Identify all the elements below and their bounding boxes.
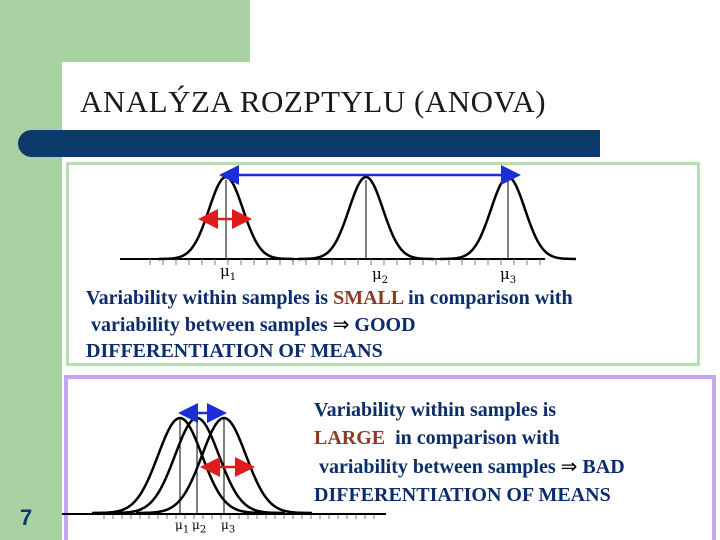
- title-underline-bar: [18, 130, 600, 157]
- panel-large-variability: [64, 375, 716, 540]
- panel-small-variability: [66, 162, 700, 366]
- mu-label-2: μ2: [372, 265, 389, 286]
- panel1-line2: variability between samples ⇒ GOOD: [86, 312, 416, 336]
- panel2-line3: variability between samples ⇒ BAD: [314, 454, 625, 478]
- page-number: 7: [20, 505, 33, 530]
- panel1-description: Variability within samples is SMALL in c…: [86, 285, 696, 364]
- mu-label-3: μ3: [500, 265, 517, 286]
- mu-label-4: μ1: [175, 518, 190, 536]
- axis-line-2: [62, 513, 386, 515]
- implies-icon: ⇒: [560, 454, 578, 478]
- slide-title: ANALÝZA ROZPTYLU (ANOVA): [80, 84, 547, 119]
- mu-label-6: μ3: [221, 518, 236, 536]
- panel1-line1: Variability within samples is SMALL in c…: [86, 287, 573, 309]
- top-green-band: [62, 0, 250, 62]
- panel1-line3: DIFFERENTIATION OF MEANS: [86, 340, 383, 362]
- axis-ticks-1: [149, 259, 541, 265]
- left-green-band: [0, 0, 62, 540]
- panel2-description: Variability within samples is LARGE in c…: [314, 396, 714, 509]
- panel2-line2: LARGE in comparison with: [314, 427, 560, 449]
- panel2-line4: DIFFERENTIATION OF MEANS: [314, 484, 611, 506]
- implies-icon: ⇒: [332, 312, 350, 336]
- mu-label-5: μ2: [192, 518, 207, 536]
- mu-label-1: μ1: [220, 262, 237, 283]
- panel2-line1: Variability within samples is: [314, 399, 557, 421]
